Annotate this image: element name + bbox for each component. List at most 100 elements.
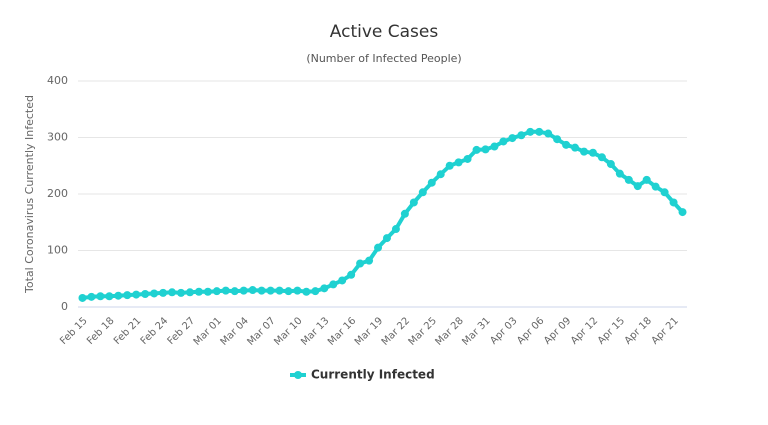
data-point	[275, 286, 284, 295]
data-point	[356, 259, 365, 268]
data-point	[212, 287, 221, 296]
y-tick-label: 300	[47, 131, 68, 144]
data-point	[248, 286, 257, 295]
data-point	[105, 292, 114, 301]
data-point	[230, 287, 239, 296]
x-tick-label: Apr 18	[623, 315, 654, 346]
data-point	[499, 137, 508, 146]
data-point	[427, 178, 436, 187]
y-tick-label: 100	[47, 244, 68, 257]
x-tick-label: Mar 07	[245, 315, 277, 347]
x-tick-label: Apr 21	[650, 315, 681, 346]
x-tick-label: Apr 09	[542, 315, 573, 346]
x-tick-label: Feb 15	[58, 315, 90, 347]
data-point	[329, 280, 338, 289]
data-point	[150, 289, 159, 298]
data-point	[382, 234, 391, 243]
data-point	[123, 291, 132, 300]
data-point	[176, 288, 185, 297]
data-point	[320, 284, 329, 293]
data-point	[580, 147, 589, 156]
data-point	[374, 243, 383, 252]
x-tick-label: Apr 06	[515, 315, 546, 346]
x-tick-label: Feb 18	[85, 315, 117, 347]
data-point	[132, 290, 141, 299]
x-tick-label: Mar 16	[326, 315, 358, 347]
data-point	[257, 286, 266, 295]
x-tick-label: Mar 01	[192, 315, 224, 347]
data-point	[194, 287, 203, 296]
data-point	[311, 287, 320, 296]
x-tick-label: Mar 19	[353, 315, 385, 347]
data-point	[409, 198, 418, 207]
x-tick-label: Feb 21	[112, 315, 144, 347]
data-point	[588, 148, 597, 157]
y-tick-label: 200	[47, 187, 68, 200]
x-tick-label: Apr 12	[569, 315, 600, 346]
data-point	[365, 256, 374, 265]
data-point	[284, 287, 293, 296]
data-point	[597, 153, 606, 162]
data-point	[221, 286, 230, 295]
data-point	[642, 175, 651, 184]
x-tick-label: Feb 27	[166, 315, 198, 347]
data-point	[544, 129, 553, 138]
x-tick-label: Mar 22	[380, 315, 412, 347]
x-tick-label: Mar 28	[433, 315, 465, 347]
y-tick-label: 0	[61, 300, 68, 313]
data-point	[347, 270, 356, 279]
data-point	[239, 286, 248, 295]
data-point	[293, 286, 302, 295]
x-tick-label: Mar 13	[299, 315, 331, 347]
data-point	[472, 145, 481, 154]
data-point	[660, 188, 669, 197]
series-line	[82, 129, 684, 300]
data-point	[418, 188, 427, 197]
data-point	[481, 145, 490, 154]
legend-label: Currently Infected	[311, 368, 435, 382]
data-point	[168, 288, 177, 297]
data-point	[571, 143, 580, 152]
data-point	[266, 286, 275, 295]
x-tick-label: Apr 15	[596, 315, 627, 346]
chart-subtitle: (Number of Infected People)	[306, 52, 461, 65]
data-point	[553, 135, 562, 144]
data-point	[633, 182, 642, 191]
x-tick-label: Mar 25	[407, 315, 439, 347]
data-point	[203, 287, 212, 296]
x-tick-label: Mar 10	[272, 315, 304, 347]
data-point	[454, 158, 463, 167]
data-point	[114, 291, 123, 300]
data-point	[185, 288, 194, 297]
data-point	[678, 208, 687, 217]
data-point	[87, 292, 96, 301]
data-point	[535, 127, 544, 136]
chart-title: Active Cases	[330, 22, 439, 42]
data-point	[159, 288, 168, 297]
y-axis-label: Total Coronavirus Currently Infected	[23, 95, 36, 294]
data-point	[562, 140, 571, 149]
data-point	[526, 127, 535, 136]
data-point	[78, 293, 87, 302]
x-tick-label: Mar 31	[460, 315, 492, 347]
data-point	[508, 134, 517, 143]
x-tick-label: Apr 03	[488, 315, 519, 346]
data-point	[436, 170, 445, 179]
data-point	[96, 292, 105, 301]
data-point	[141, 290, 150, 299]
data-point	[490, 142, 499, 151]
data-point	[463, 154, 472, 163]
x-tick-label: Mar 04	[219, 315, 251, 347]
data-point	[445, 161, 454, 170]
y-tick-label: 400	[47, 74, 68, 87]
data-point	[517, 131, 526, 140]
data-point	[302, 287, 311, 296]
data-point	[391, 225, 400, 234]
data-point	[651, 182, 660, 191]
data-point	[624, 175, 633, 184]
data-point	[400, 209, 409, 218]
data-point	[615, 169, 624, 178]
data-point	[338, 276, 347, 285]
data-point	[669, 198, 678, 207]
